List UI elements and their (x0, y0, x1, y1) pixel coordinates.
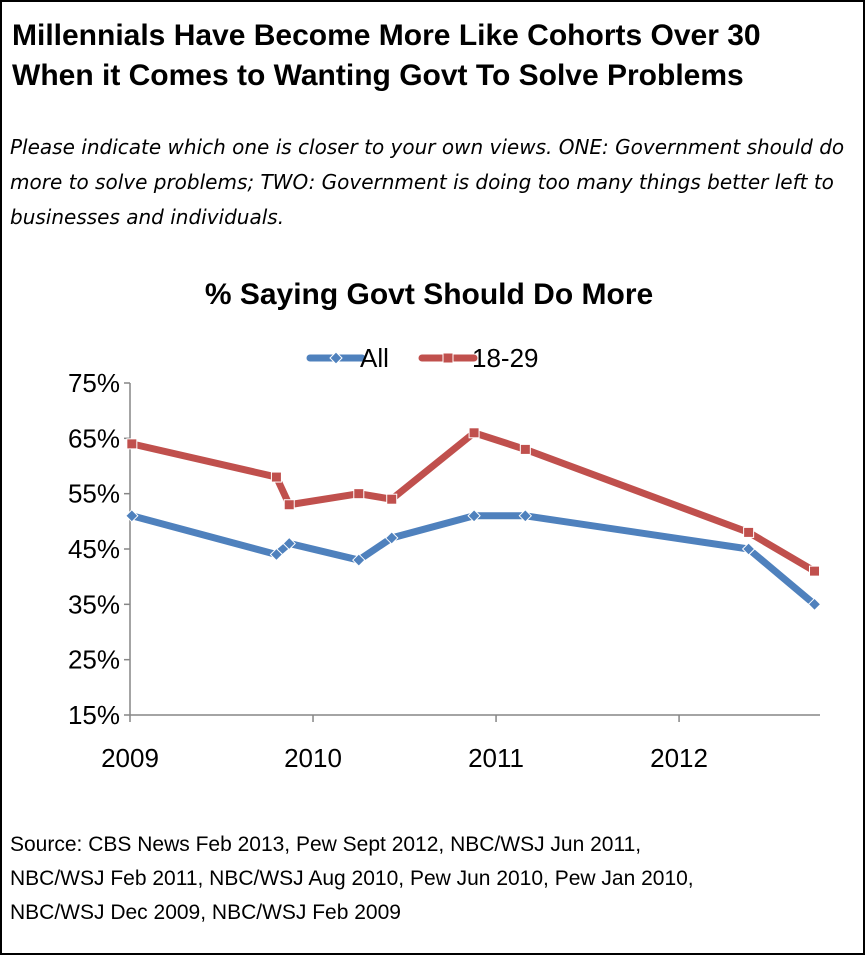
y-tick-label: 25% (68, 645, 120, 675)
y-tick-label: 15% (68, 700, 120, 730)
data-point-all (125, 509, 139, 523)
title-line-1: Millennials Have Become More Like Cohort… (12, 19, 761, 52)
title-line-2: When it Comes to Wanting Govt To Solve P… (12, 59, 744, 92)
series-line-all (128, 512, 819, 608)
source-line-3: NBC/WSJ Dec 2009, NBC/WSJ Feb 2009 (10, 901, 401, 924)
data-point-all (269, 547, 284, 562)
legend-label-all: All (360, 343, 389, 373)
source-line-1: Source: CBS News Feb 2013, Pew Sept 2012… (10, 833, 642, 856)
data-point-18-29 (126, 438, 138, 450)
data-point-all (385, 531, 399, 545)
data-point-18-29 (386, 493, 398, 505)
legend-marker-18-29 (442, 352, 454, 364)
chart-title: % Saying Govt Should Do More (205, 278, 653, 311)
data-point-18-29 (519, 443, 531, 455)
legend-marker-all (329, 351, 343, 365)
x-tick-label: 2009 (101, 743, 159, 773)
data-point-18-29 (283, 499, 295, 511)
question-text: Please indicate which one is closer to y… (10, 135, 845, 229)
y-tick-label: 55% (68, 479, 120, 509)
axes: 15% 25% 35% 45% 55% 65% 75% 2009 2010 2011 2012 (68, 368, 820, 773)
data-point-all (352, 553, 366, 567)
legend: All 18-29 (306, 343, 539, 373)
legend-label-18-29: 18-29 (472, 343, 539, 373)
data-point-all (741, 542, 756, 556)
data-point-all (518, 509, 533, 523)
data-point-18-29 (743, 526, 755, 538)
line-chart: % Saying Govt Should Do More All 18-29 15… (68, 278, 822, 773)
page-title: Millennials Have Become More Like Cohort… (12, 16, 852, 96)
y-tick-label: 65% (68, 423, 120, 453)
y-tick-label: 75% (68, 368, 120, 398)
data-point-18-29 (270, 471, 282, 483)
source-line-2: NBC/WSJ Feb 2011, NBC/WSJ Aug 2010, Pew … (10, 867, 694, 890)
y-tick-label: 45% (68, 534, 120, 564)
x-tick-label: 2011 (468, 743, 524, 773)
series-line-18-29 (128, 429, 819, 575)
series-layer (125, 427, 822, 612)
data-point-all (807, 597, 822, 612)
x-tick-label: 2012 (650, 743, 708, 773)
data-point-18-29 (809, 565, 821, 577)
data-point-18-29 (468, 427, 480, 439)
source-note: Source: CBS News Feb 2013, Pew Sept 2012… (10, 828, 860, 930)
data-point-18-29 (353, 488, 365, 500)
x-tick-label: 2010 (284, 743, 342, 773)
y-tick-label: 35% (68, 589, 120, 619)
data-point-all (282, 536, 296, 551)
data-point-all (467, 509, 481, 523)
